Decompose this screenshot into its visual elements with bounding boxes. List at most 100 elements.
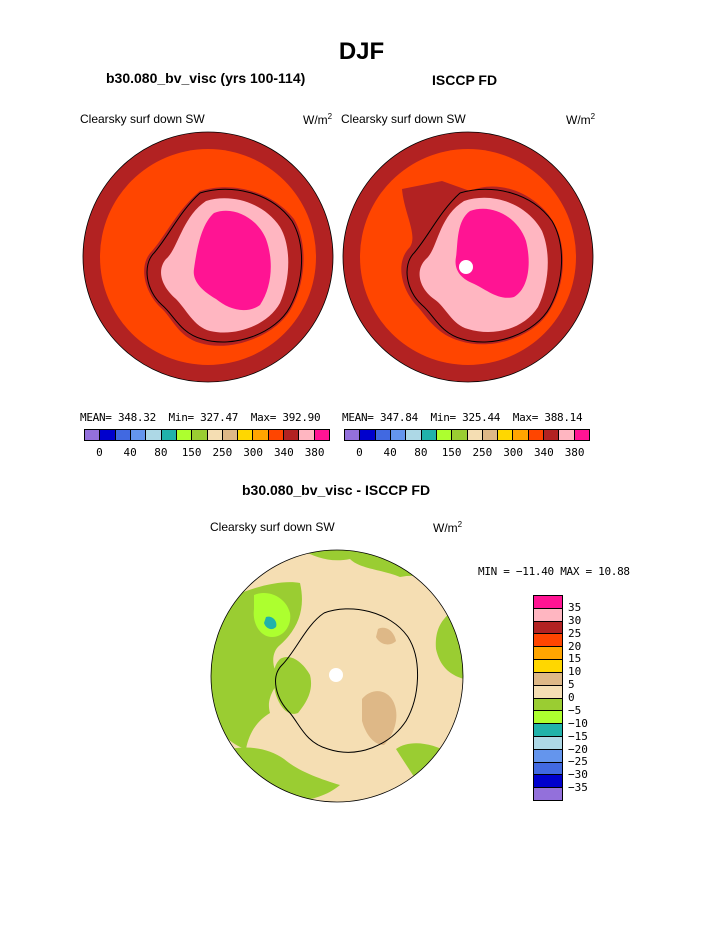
colorbar-swatch: [192, 430, 208, 440]
season-title: DJF: [338, 38, 385, 65]
right-coastline: [406, 188, 562, 343]
colorbar-tick-label: 0: [96, 446, 103, 459]
colorbar-tick-label: 250: [212, 446, 233, 459]
colorbar-swatch: [534, 647, 562, 661]
colorbar-swatch: [534, 749, 562, 763]
colorbar-swatch: [467, 430, 483, 440]
right-stats: MEAN= 347.84 Min= 325.44 Max= 388.14: [342, 411, 583, 424]
colorbar-tick-label: 300: [243, 446, 264, 459]
colorbar-tick-label: −10: [568, 716, 588, 730]
diff-variable-label: Clearsky surf down SW: [210, 520, 335, 534]
colorbar-swatch: [534, 698, 562, 712]
left-colorbar: [84, 429, 330, 441]
left-plateau-region: [193, 210, 271, 311]
diff-teal-patch: [264, 616, 277, 630]
left-stats: MEAN= 348.32 Min= 327.47 Max= 392.90: [80, 411, 321, 424]
left-variable-label: Clearsky surf down SW: [80, 112, 205, 126]
colorbar-swatch: [534, 621, 562, 635]
colorbar-tick-label: 80: [414, 446, 428, 459]
colorbar-swatch: [482, 430, 499, 440]
colorbar-tick-label: 30: [568, 613, 582, 627]
colorbar-swatch: [534, 685, 562, 699]
colorbar-swatch: [314, 430, 329, 440]
colorbar-swatch: [176, 430, 193, 440]
colorbar-tick-label: 40: [383, 446, 397, 459]
left-unit-label: W/m2: [303, 112, 333, 127]
left-min-value: 327.47: [200, 411, 239, 424]
colorbar-tick-label: 5: [568, 678, 575, 692]
left-panel-title: b30.080_bv_visc (yrs 100-114): [106, 70, 306, 86]
right-panel-title: ISCCP FD: [432, 72, 498, 88]
diff-positive-patch-2: [376, 627, 396, 645]
left-coastline: [146, 188, 302, 343]
colorbar-swatch: [534, 788, 562, 800]
right-min-value: 325.44: [462, 411, 501, 424]
colorbar-swatch: [238, 430, 254, 440]
colorbar-tick-label: −15: [568, 729, 588, 743]
colorbar-tick-label: 15: [568, 652, 582, 666]
diff-low-patch: [253, 593, 291, 637]
diff-colorbar: [533, 595, 563, 801]
right-polar-map: [342, 131, 594, 383]
diff-pole-hole: [329, 668, 343, 682]
colorbar-swatch: [284, 430, 300, 440]
colorbar-swatch: [544, 430, 560, 440]
colorbar-tick-label: 150: [181, 446, 202, 459]
colorbar-swatch: [406, 430, 422, 440]
colorbar-swatch: [574, 430, 589, 440]
colorbar-swatch: [534, 634, 562, 648]
colorbar-swatch: [436, 430, 453, 440]
colorbar-tick-label: 340: [273, 446, 294, 459]
colorbar-tick-label: 300: [503, 446, 524, 459]
right-mean-value: 347.84: [379, 411, 418, 424]
colorbar-swatch: [534, 672, 562, 686]
colorbar-tick-label: −5: [568, 703, 582, 717]
diff-positive-patch: [362, 691, 397, 745]
colorbar-swatch: [360, 430, 376, 440]
colorbar-swatch: [85, 430, 101, 440]
colorbar-tick-label: 340: [533, 446, 554, 459]
colorbar-tick-label: −35: [568, 781, 588, 795]
colorbar-swatch: [534, 736, 562, 750]
right-colorbar: [344, 429, 590, 441]
colorbar-tick-label: 0: [356, 446, 363, 459]
right-unit-label: W/m2: [566, 112, 596, 127]
colorbar-swatch: [534, 660, 562, 673]
colorbar-swatch: [534, 762, 562, 776]
colorbar-tick-label: 35: [568, 600, 582, 614]
colorbar-swatch: [299, 430, 315, 440]
diff-negative-coast: [273, 656, 312, 714]
diff-coastline: [275, 608, 418, 753]
colorbar-swatch: [534, 711, 562, 725]
diff-unit-label: W/m2: [433, 520, 463, 535]
colorbar-swatch: [222, 430, 239, 440]
left-max-value: 392.90: [282, 411, 321, 424]
colorbar-tick-label: 0: [568, 691, 575, 704]
colorbar-tick-label: −30: [568, 768, 588, 782]
colorbar-tick-label: −25: [568, 755, 588, 769]
colorbar-swatch: [534, 724, 562, 737]
colorbar-tick-label: 250: [472, 446, 493, 459]
colorbar-tick-label: −20: [568, 742, 588, 756]
colorbar-swatch: [534, 608, 562, 622]
colorbar-tick-label: 25: [568, 626, 582, 640]
diff-panel-title: b30.080_bv_visc - ISCCP FD: [242, 482, 431, 498]
colorbar-tick-label: 380: [304, 446, 325, 459]
colorbar-swatch: [115, 430, 131, 440]
colorbar-swatch: [534, 596, 562, 609]
diff-minmax: MIN = −11.40 MAX = 10.88: [478, 565, 630, 578]
colorbar-swatch: [534, 775, 562, 789]
colorbar-swatch: [528, 430, 545, 440]
colorbar-swatch: [390, 430, 407, 440]
colorbar-tick-label: 80: [154, 446, 168, 459]
left-polar-map: [82, 131, 334, 383]
colorbar-tick-label: 40: [123, 446, 137, 459]
colorbar-swatch: [207, 430, 223, 440]
right-max-value: 388.14: [544, 411, 583, 424]
colorbar-swatch: [498, 430, 514, 440]
colorbar-tick-label: 20: [568, 639, 582, 653]
colorbar-swatch: [452, 430, 468, 440]
colorbar-swatch: [100, 430, 116, 440]
colorbar-swatch: [253, 430, 269, 440]
colorbar-tick-label: 380: [564, 446, 585, 459]
